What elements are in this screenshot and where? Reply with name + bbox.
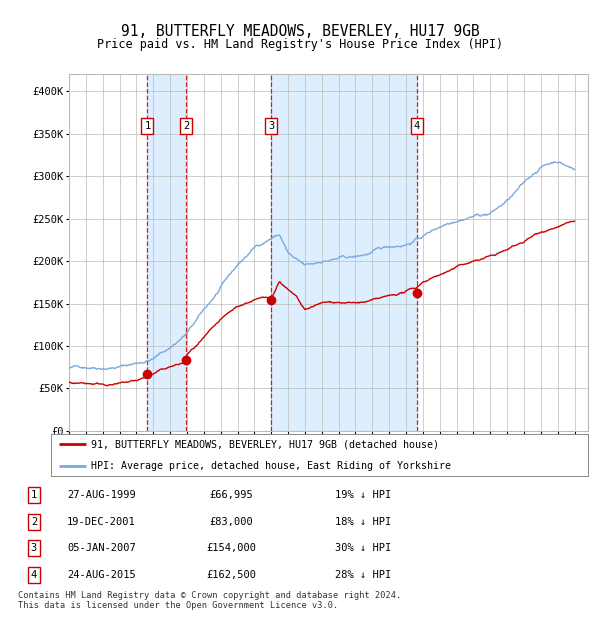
- Bar: [148, 74, 186, 431]
- Text: 3: 3: [31, 543, 37, 553]
- Text: £154,000: £154,000: [206, 543, 256, 553]
- Text: 1: 1: [144, 121, 151, 131]
- Text: 28% ↓ HPI: 28% ↓ HPI: [335, 570, 391, 580]
- Text: 19-DEC-2001: 19-DEC-2001: [67, 516, 136, 526]
- Text: Contains HM Land Registry data © Crown copyright and database right 2024.: Contains HM Land Registry data © Crown c…: [18, 590, 401, 600]
- Text: 3: 3: [268, 121, 275, 131]
- Text: 27-AUG-1999: 27-AUG-1999: [67, 490, 136, 500]
- Text: 19% ↓ HPI: 19% ↓ HPI: [335, 490, 391, 500]
- Text: 4: 4: [31, 570, 37, 580]
- Text: 4: 4: [414, 121, 420, 131]
- Text: £162,500: £162,500: [206, 570, 256, 580]
- Text: 91, BUTTERFLY MEADOWS, BEVERLEY, HU17 9GB (detached house): 91, BUTTERFLY MEADOWS, BEVERLEY, HU17 9G…: [91, 440, 439, 450]
- Text: 18% ↓ HPI: 18% ↓ HPI: [335, 516, 391, 526]
- Text: This data is licensed under the Open Government Licence v3.0.: This data is licensed under the Open Gov…: [18, 601, 338, 610]
- Text: £83,000: £83,000: [209, 516, 253, 526]
- Text: HPI: Average price, detached house, East Riding of Yorkshire: HPI: Average price, detached house, East…: [91, 461, 451, 471]
- Text: 91, BUTTERFLY MEADOWS, BEVERLEY, HU17 9GB: 91, BUTTERFLY MEADOWS, BEVERLEY, HU17 9G…: [121, 24, 479, 38]
- Text: 1: 1: [31, 490, 37, 500]
- Text: 24-AUG-2015: 24-AUG-2015: [67, 570, 136, 580]
- Text: 2: 2: [183, 121, 190, 131]
- Text: £66,995: £66,995: [209, 490, 253, 500]
- Text: 2: 2: [31, 516, 37, 526]
- Text: 05-JAN-2007: 05-JAN-2007: [67, 543, 136, 553]
- Text: 30% ↓ HPI: 30% ↓ HPI: [335, 543, 391, 553]
- Bar: [271, 74, 417, 431]
- Text: Price paid vs. HM Land Registry's House Price Index (HPI): Price paid vs. HM Land Registry's House …: [97, 38, 503, 51]
